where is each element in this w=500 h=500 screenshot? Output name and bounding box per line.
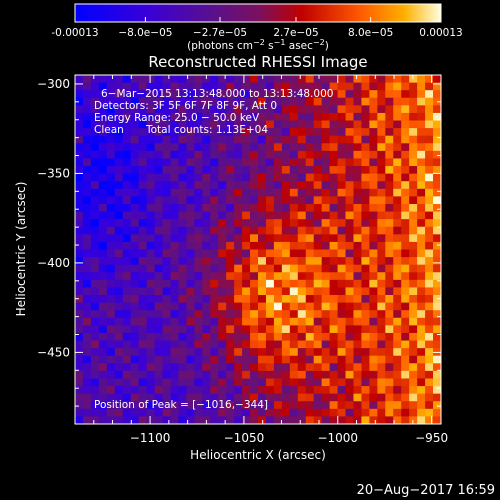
plot-title: Reconstructed RHESSI Image	[148, 53, 367, 71]
y-tick-label: −350	[37, 166, 70, 180]
peak-position-label: Position of Peak = [−1016,−344]	[94, 399, 268, 411]
colorbar-tick-label: 8.0e−05	[348, 27, 393, 39]
time-range-label: 6−Mar−2015 13:13:48.000 to 13:13:48.000	[101, 88, 333, 100]
annotation-block: 6−Mar−2015 13:13:48.000 to 13:13:48.000 …	[94, 88, 333, 411]
y-tick-label: −450	[37, 345, 70, 359]
axis-ticks: −1100 −1050 −1000 −950 −300 −350 −400 −450	[37, 75, 448, 445]
colorbar-tick-label: -0.00013	[51, 27, 98, 39]
x-axis-label: Heliocentric X (arcsec)	[190, 448, 326, 462]
colorbar-tick-label: 0.00013	[419, 27, 462, 39]
detectors-label: Detectors: 3F 5F 6F 7F 8F 9F, Att 0	[94, 100, 277, 112]
x-tick-label: −1000	[317, 431, 358, 445]
colorbar-unit: (photons cm−2 s−1 asec−2)	[187, 38, 329, 52]
timestamp: 20−Aug−2017 16:59	[357, 483, 495, 498]
x-tick-label: −950	[415, 431, 448, 445]
colorbar-tick-label: 2.7e−05	[273, 27, 318, 39]
y-tick-label: −400	[37, 256, 70, 270]
rhessi-image	[75, 75, 441, 424]
energy-range-label: Energy Range: 25.0 − 50.0 keV	[94, 112, 260, 124]
colorbar-tick-label: −8.0e−05	[118, 27, 172, 39]
x-tick-label: −1100	[130, 431, 171, 445]
colorbar-ticks: -0.00013 −8.0e−05 −2.7e−05 2.7e−05 8.0e−05 0.…	[51, 17, 463, 39]
algorithm-label: Clean	[94, 124, 124, 136]
y-tick-label: −300	[37, 77, 70, 91]
total-counts-label: Total counts: 1.13E+04	[145, 124, 268, 136]
x-tick-label: −1050	[224, 431, 265, 445]
y-axis-label: Heliocentric Y (arcsec)	[14, 182, 28, 317]
colorbar-tick-label: −2.7e−05	[193, 27, 247, 39]
colorbar	[74, 3, 442, 23]
plot-frame	[74, 74, 442, 425]
